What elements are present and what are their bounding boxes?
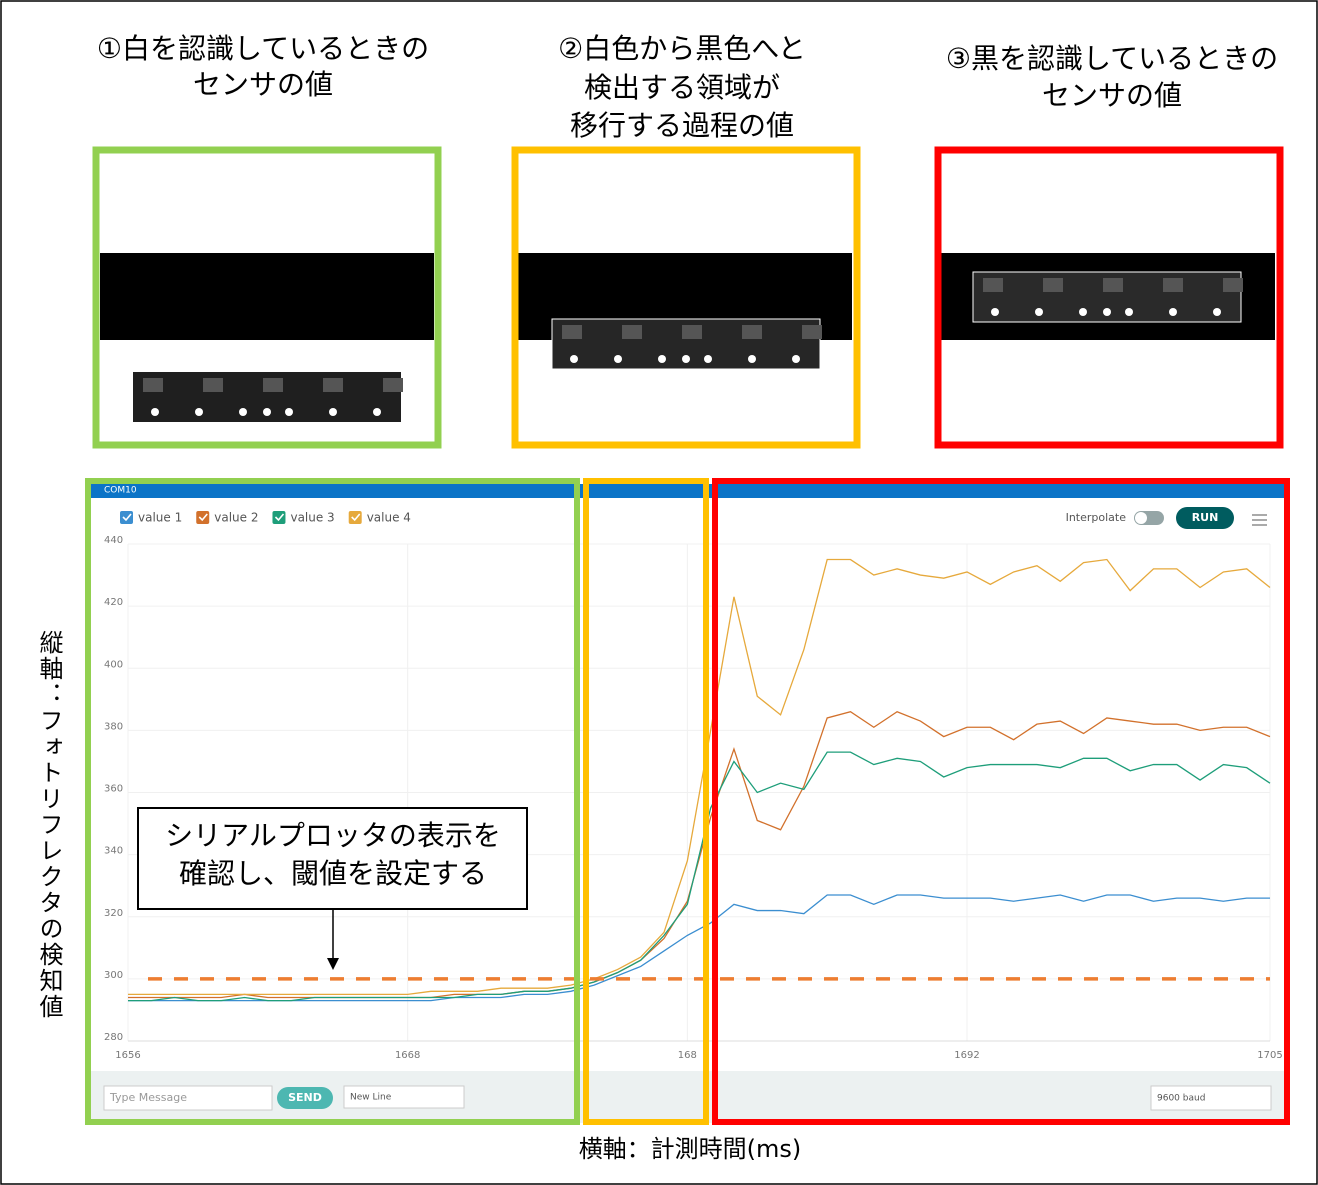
sensor-dot [792,355,800,363]
x-tick-label: 1692 [954,1050,979,1061]
y-tick-label: 320 [104,908,123,919]
panel-title: ③黒を認識しているときの [946,42,1278,75]
y-tick-label: 300 [104,970,123,981]
sensor-dot [1125,308,1133,316]
y-tick-label: 280 [104,1032,123,1043]
run-label: RUN [1192,511,1219,524]
window-title: COM10 [104,486,137,496]
sensor-dot [195,408,203,416]
component [1163,278,1183,292]
toggle-knob [1135,512,1147,524]
x-tick-label: 168 [678,1050,697,1061]
sensor-dot [1079,308,1087,316]
legend-checkbox[interactable] [272,511,285,524]
sensor-dot [748,355,756,363]
component [1043,278,1063,292]
plotter-window [88,481,1288,1124]
panel-title: 検出する領域が [584,71,780,104]
legend-checkbox[interactable] [120,511,133,524]
component [263,378,283,392]
sensor-dot [704,355,712,363]
interpolate-label: Interpolate [1066,511,1127,524]
panel-images [96,150,1280,445]
annotation-line: シリアルプロッタの表示を [165,819,501,852]
component [323,378,343,392]
component [203,378,223,392]
sensor-dot [1169,308,1177,316]
legend-label: value 4 [367,511,411,525]
y-tick-label: 380 [104,721,123,732]
component [742,325,762,339]
sensor-dot [1103,308,1111,316]
panel-title: ②白色から黒色へと [558,32,806,65]
panel-title: センサの値 [193,68,333,101]
y-tick-label: 360 [104,784,123,795]
component [983,278,1003,292]
panel-title: 移行する過程の値 [570,109,794,142]
y-tick-label: 400 [104,659,123,670]
legend-label: value 3 [290,511,334,525]
sensor-dot [570,355,578,363]
component [1223,278,1243,292]
x-axis-label: 横軸：計測時間(ms) [579,1135,802,1163]
sensor-dot [239,408,247,416]
baud-label: 9600 baud [1157,1094,1205,1104]
figure: COM10 Type Message SEND New Line 9600 ba… [0,0,1318,1185]
component [562,325,582,339]
sensor-dot [263,408,271,416]
sensor-dot [682,355,690,363]
component [143,378,163,392]
panel-title: センサの値 [1042,79,1182,112]
legend-checkbox[interactable] [349,511,362,524]
legend-label: value 1 [138,511,182,525]
legend-checkbox[interactable] [196,511,209,524]
sensor-dot [285,408,293,416]
y-tick-label: 340 [104,846,123,857]
page: COM10 Type Message SEND New Line 9600 ba… [0,0,1318,1185]
sensor-dot [151,408,159,416]
title-bar [88,484,1288,498]
component [682,325,702,339]
line-ending-label: New Line [350,1093,392,1103]
y-tick-label: 420 [104,597,123,608]
component [622,325,642,339]
send-label: SEND [288,1091,322,1104]
sensor-dot [1213,308,1221,316]
sensor-dot [373,408,381,416]
sensor-dot [614,355,622,363]
sensor-dot [658,355,666,363]
sensor-dot [1035,308,1043,316]
x-tick-label: 1656 [115,1050,140,1061]
y-tick-label: 440 [104,535,123,546]
sensor-dot [991,308,999,316]
x-tick-label: 1705 [1257,1050,1282,1061]
y-axis-label: 縦軸：フォトリフレクタの検知値 [35,630,63,1020]
component [1103,278,1123,292]
legend-label: value 2 [214,511,258,525]
component [383,378,403,392]
sensor-dot [329,408,337,416]
message-placeholder: Type Message [109,1091,187,1104]
annotation-line: 確認し、閾値を設定する [179,857,487,890]
component [802,325,822,339]
panel-title: ①白を認識しているときの [97,32,429,65]
x-tick-label: 1668 [395,1050,420,1061]
